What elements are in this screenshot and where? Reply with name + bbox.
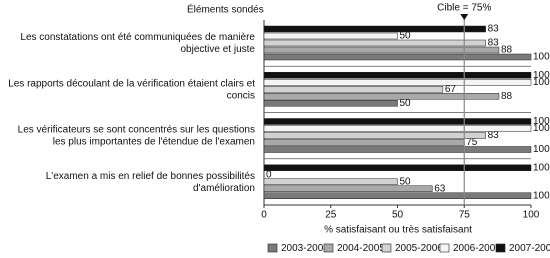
category-label: Les vérificateurs se sont concentrés sur… (18, 124, 255, 147)
value-label: 50 (400, 176, 412, 187)
legend-label: 2003-2004 (281, 243, 329, 254)
legend-swatch (381, 243, 392, 253)
category-label: Les rapports découlant de la vérificatio… (8, 78, 255, 101)
value-label: 100 (533, 52, 550, 63)
category-label: Les constatations ont été communiquées d… (20, 32, 255, 55)
value-label: 67 (445, 84, 457, 95)
bar (263, 53, 532, 61)
value-label: 100 (533, 70, 550, 81)
value-label: 0 (266, 169, 272, 180)
value-label: 100 (533, 190, 550, 201)
legend-swatch (267, 243, 278, 253)
value-label: 83 (488, 130, 500, 141)
bar (263, 118, 532, 125)
bar (263, 146, 532, 153)
value-label: 100 (533, 116, 550, 127)
bar (263, 192, 532, 199)
value-label: 83 (488, 24, 500, 35)
value-label: 88 (501, 45, 513, 56)
value-label: 50 (400, 31, 412, 42)
value-label: 88 (501, 91, 513, 102)
bar (263, 178, 398, 185)
legend-swatch (323, 243, 334, 253)
bar (263, 25, 486, 33)
value-label: 100 (533, 77, 550, 88)
value-label: 100 (533, 162, 550, 173)
legend-label: 2005-2006 (395, 243, 443, 254)
bar (263, 139, 465, 146)
value-label: 63 (434, 183, 446, 194)
bar (263, 125, 532, 132)
bar (263, 185, 433, 192)
value-label: 100 (533, 123, 550, 134)
bar (263, 46, 500, 54)
value-label: 50 (400, 98, 412, 109)
x-axis-label: % satisfaisant ou très satisfaisant (324, 225, 472, 236)
x-tick-label: 25 (325, 210, 337, 221)
target-marker (460, 14, 469, 20)
target-label: Cible = 75% (437, 3, 491, 14)
legend-label: 2004-2005 (337, 243, 385, 254)
chart-title: Éléments sondés (187, 3, 264, 16)
bar (263, 86, 444, 93)
bar (263, 72, 532, 79)
bar (263, 132, 486, 139)
x-tick-label: 75 (459, 210, 471, 221)
bar (263, 93, 500, 100)
legend-swatch (495, 243, 506, 253)
legend-label: 2007-2008 (509, 243, 550, 254)
x-tick-label: 50 (392, 210, 404, 221)
bar (263, 39, 486, 47)
bar (263, 100, 398, 107)
value-label: 75 (466, 137, 478, 148)
x-tick-label: 100 (523, 210, 540, 221)
category-label: L'examen a mis en relief de bonnes possi… (46, 171, 255, 194)
legend-label: 2006-2007 (453, 243, 501, 254)
bar (263, 32, 398, 40)
bar (263, 79, 532, 86)
bar (263, 164, 532, 171)
value-label: 83 (488, 38, 500, 49)
legend-swatch (439, 243, 450, 253)
x-tick-label: 0 (261, 210, 267, 221)
value-label: 100 (533, 144, 550, 155)
